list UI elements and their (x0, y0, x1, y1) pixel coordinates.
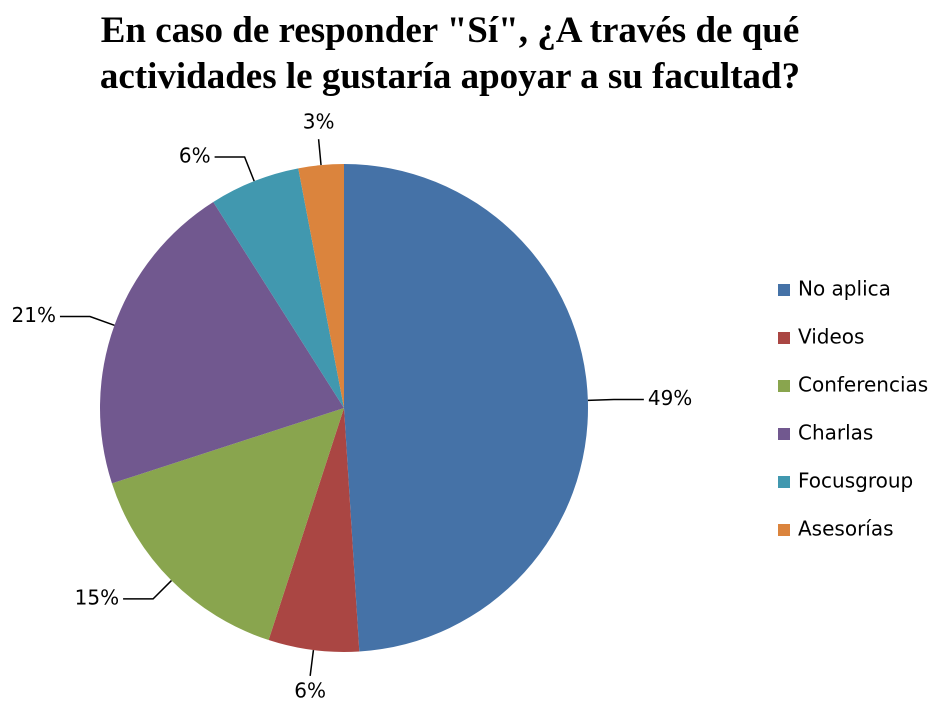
legend-label: Conferencias (798, 373, 928, 397)
data-label: 15% (75, 585, 119, 609)
leader-line (214, 156, 255, 182)
legend-label: Charlas (798, 421, 873, 445)
data-label: 6% (294, 678, 326, 702)
data-label: 21% (12, 303, 56, 327)
leader-line (587, 398, 644, 402)
legend-swatch (778, 332, 790, 344)
legend-label: Videos (798, 325, 864, 349)
chart-title: En caso de responder "Sí", ¿A través de … (99, 10, 801, 97)
legend-swatch (778, 428, 790, 440)
data-label: 6% (179, 143, 211, 167)
legend-swatch (778, 284, 790, 296)
legend-swatch (778, 476, 790, 488)
legend-label: No aplica (798, 277, 891, 301)
pie-slice (99, 201, 344, 484)
leader-line (59, 315, 115, 327)
data-label: 3% (303, 110, 335, 134)
legend-label: Asesorías (798, 517, 894, 541)
pie-slice (213, 168, 344, 408)
pie-slice (344, 164, 588, 652)
legend-swatch (778, 380, 790, 392)
data-label: 49% (648, 386, 692, 410)
legend-swatch (778, 524, 790, 536)
pie-slice (298, 164, 344, 408)
pie-slice (111, 408, 345, 641)
legend-label: Focusgroup (798, 469, 913, 493)
leader-line (309, 649, 315, 676)
leader-line (123, 580, 172, 600)
pie-slice (268, 408, 360, 652)
leader-line (317, 139, 322, 166)
